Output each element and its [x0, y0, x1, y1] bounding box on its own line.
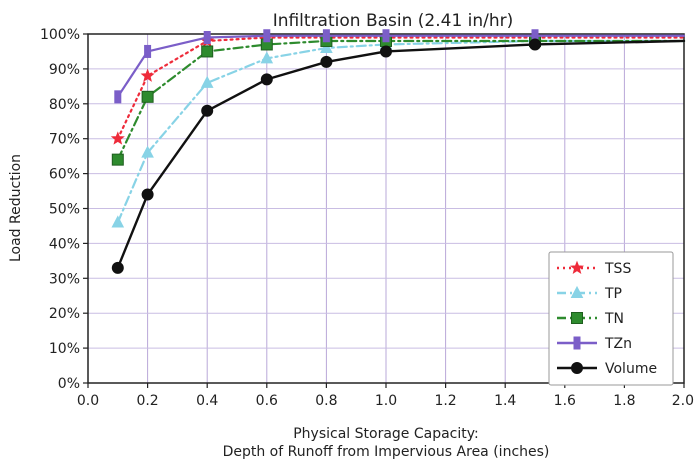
- data-point-tzn: [322, 29, 330, 43]
- y-tick-label: 30%: [49, 271, 80, 287]
- data-point-tp: [320, 40, 333, 53]
- data-point-tp: [260, 51, 274, 64]
- chart-title: Infiltration Basin (2.41 in/hr): [273, 11, 514, 31]
- x-axis-label-line2: Depth of Runoff from Impervious Area (in…: [223, 444, 550, 460]
- series-line-volume: [116, 39, 686, 270]
- x-tick-label: 1.6: [554, 393, 576, 409]
- data-point-tss: [140, 68, 155, 82]
- legend-marker-tss: [569, 260, 585, 274]
- x-tick-label: 1.4: [494, 393, 516, 409]
- legend-marker-tzn: [573, 336, 581, 350]
- x-tick-label: 1.0: [375, 393, 397, 409]
- x-axis-label-line1: Physical Storage Capacity:: [293, 426, 479, 442]
- legend-marker-tp: [570, 285, 584, 298]
- data-point-volume: [141, 188, 154, 201]
- data-point-tzn: [263, 29, 271, 43]
- data-point-tp: [111, 215, 125, 228]
- legend-box: [548, 251, 674, 386]
- legend-label-tn: TN: [604, 311, 624, 327]
- legend-marker-tn: [571, 312, 583, 324]
- data-point-tp: [141, 145, 154, 158]
- y-tick-label: 20%: [49, 306, 80, 322]
- data-point-tzn: [203, 30, 211, 44]
- y-tick-label: 50%: [49, 202, 80, 218]
- x-tick-label: 1.2: [434, 393, 456, 409]
- series-volume: [111, 38, 686, 274]
- data-point-tzn: [144, 44, 152, 58]
- legend-label-volume: Volume: [605, 361, 657, 377]
- data-point-volume: [111, 261, 124, 274]
- series-line-tzn: [116, 34, 686, 98]
- x-tick-label: 1.8: [613, 393, 635, 409]
- data-point-volume: [380, 45, 392, 58]
- x-tick-label: 0.6: [256, 393, 278, 409]
- x-tick-label: 0.0: [77, 393, 99, 409]
- data-point-tss: [110, 131, 125, 145]
- x-tick-label: 0.2: [136, 393, 158, 409]
- y-tick-label: 90%: [49, 62, 80, 78]
- data-point-tn: [201, 45, 214, 58]
- data-point-tp: [200, 75, 214, 88]
- y-tick-label: 60%: [49, 167, 80, 183]
- legend-marker-volume: [571, 362, 583, 374]
- data-point-tzn: [382, 29, 390, 43]
- legend: TSS TP TN TZn Volume: [548, 251, 674, 386]
- data-point-tzn: [114, 90, 122, 104]
- series-line-tn: [116, 39, 686, 161]
- y-tick-label: 10%: [49, 341, 80, 357]
- data-point-volume: [320, 55, 333, 68]
- data-point-volume: [260, 73, 273, 86]
- data-point-tn: [141, 90, 154, 103]
- y-tick-label: 0%: [58, 376, 80, 392]
- y-tick-label: 80%: [49, 97, 80, 113]
- series-tzn: [114, 29, 686, 104]
- y-axis-label: Load Reduction: [8, 154, 24, 262]
- x-tick-label: 0.8: [315, 393, 337, 409]
- x-tick-label: 0.4: [196, 393, 218, 409]
- x-tick-label: 2.0: [672, 393, 694, 409]
- legend-label-tzn: TZn: [604, 336, 632, 352]
- y-tick-label: 40%: [49, 236, 80, 252]
- legend-label-tp: TP: [604, 286, 622, 302]
- data-point-volume: [201, 104, 214, 117]
- data-point-tn: [111, 153, 124, 166]
- plot-area: 0.0 0.2 0.4 0.6 0.8 1.0 1.2 1.4 1.6 1.8 2.0 0% 10% 20…: [40, 27, 694, 409]
- legend-label-tss: TSS: [604, 261, 631, 277]
- series-line-tss: [116, 36, 686, 140]
- series-line-tp: [116, 39, 686, 224]
- data-point-volume: [529, 38, 541, 51]
- y-tick-label: 70%: [49, 132, 80, 148]
- y-tick-label: 100%: [40, 27, 80, 43]
